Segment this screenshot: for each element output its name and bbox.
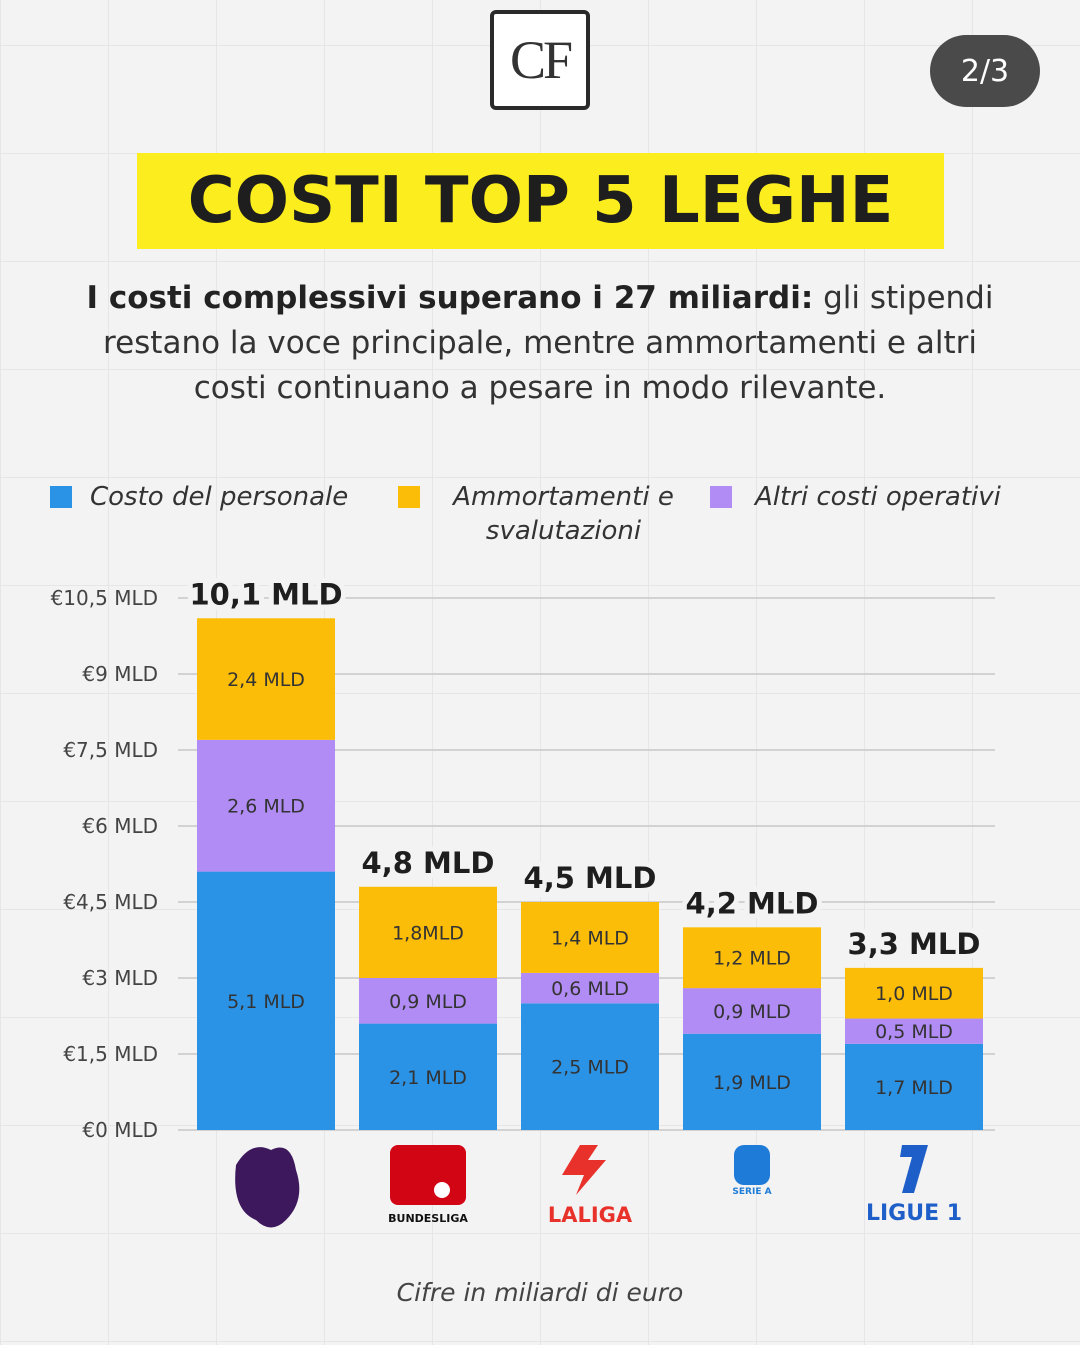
- bar-segment: [683, 927, 821, 989]
- value-label: 1,2 MLD: [713, 948, 791, 970]
- logo-shape: [390, 1145, 466, 1205]
- value-label: 0,9 MLD: [713, 1001, 791, 1023]
- value-label: 2,4 MLD: [227, 669, 305, 691]
- legend-swatch: [398, 486, 420, 508]
- bar-segment: [683, 988, 821, 1034]
- legend-swatch: [710, 486, 732, 508]
- league-logo: LIGUE 1: [866, 1145, 962, 1226]
- bar-segment: [359, 978, 497, 1024]
- bar-segment: [197, 739, 335, 872]
- total-label: 3,3 MLD: [848, 927, 981, 961]
- value-label: 1,9 MLD: [713, 1072, 791, 1094]
- value-label: 2,6 MLD: [227, 796, 305, 818]
- value-label: 2,1 MLD: [389, 1067, 467, 1089]
- bar-segment: [197, 618, 335, 740]
- league-logo: [235, 1147, 300, 1228]
- subtitle: I costi complessivi superano i 27 miliar…: [70, 276, 1010, 411]
- legend-item: Costo del personale: [50, 480, 420, 514]
- subtitle-bold: I costi complessivi superano i 27 miliar…: [86, 280, 814, 316]
- x-tick-label: LIGUE 1: [866, 1201, 962, 1226]
- value-label: 1,0 MLD: [875, 983, 953, 1005]
- x-tick-label: SERIE A: [732, 1187, 771, 1197]
- y-tick-label: €0 MLD: [82, 1118, 158, 1142]
- y-tick-label: €4,5 MLD: [63, 890, 158, 914]
- bar-segment: [845, 1043, 983, 1130]
- value-label: 0,9 MLD: [389, 991, 467, 1013]
- value-label: 1,4 MLD: [551, 927, 629, 949]
- league-logo: BUNDESLIGA: [388, 1145, 468, 1225]
- y-tick-label: €9 MLD: [82, 662, 158, 686]
- legend-label: Ammortamenti e svalutazioni: [453, 482, 674, 546]
- bar-segment: [521, 1003, 659, 1130]
- x-tick-label: BUNDESLIGA: [388, 1212, 468, 1225]
- value-label: 1,8MLD: [392, 922, 464, 944]
- bar-segment: [521, 972, 659, 1004]
- logo-shape: [434, 1182, 450, 1198]
- logo: CF: [490, 10, 590, 110]
- legend-label: Costo del personale: [90, 482, 349, 512]
- x-tick-label: LALIGA: [548, 1203, 633, 1227]
- subtitle-text: gli stipendi restano la voce principale,…: [103, 280, 994, 406]
- league-logo: SERIE A: [732, 1145, 772, 1197]
- legend-label: Altri costi operativi: [755, 482, 1001, 512]
- legend-swatch: [50, 486, 72, 508]
- total-label: 4,2 MLD: [686, 886, 819, 920]
- y-tick-label: €10,5 MLD: [51, 586, 158, 610]
- title: COSTI TOP 5 LEGHE: [137, 153, 944, 249]
- value-label: 0,6 MLD: [551, 978, 629, 1000]
- logo-shape: [562, 1145, 606, 1195]
- bar-segment: [521, 902, 659, 973]
- value-label: 2,5 MLD: [551, 1057, 629, 1079]
- page-indicator: 2/3: [930, 35, 1040, 107]
- total-label: 4,5 MLD: [524, 861, 657, 895]
- bar-segment: [683, 1033, 821, 1130]
- y-tick-label: €7,5 MLD: [63, 738, 158, 762]
- legend-item: Ammortamenti e svalutazioni: [398, 480, 691, 548]
- bar-segment: [845, 967, 983, 1019]
- y-tick-label: €3 MLD: [82, 966, 158, 990]
- value-label: 0,5 MLD: [875, 1021, 953, 1043]
- bar-segment: [197, 871, 335, 1130]
- logo-shape: [235, 1147, 300, 1228]
- total-label: 4,8 MLD: [362, 846, 495, 880]
- logo-shape: [734, 1145, 770, 1185]
- note: Cifre in miliardi di euro: [396, 1278, 684, 1307]
- y-tick-label: €1,5 MLD: [63, 1042, 158, 1066]
- legend-item: Altri costi operativi: [710, 480, 1075, 514]
- logo-shape: [900, 1145, 928, 1193]
- value-label: 5,1 MLD: [227, 991, 305, 1013]
- league-logo: LALIGA: [548, 1145, 633, 1227]
- bar-segment: [359, 1023, 497, 1130]
- value-label: 1,7 MLD: [875, 1077, 953, 1099]
- total-label: 10,1 MLD: [189, 577, 342, 611]
- bar-segment: [845, 1018, 983, 1044]
- y-tick-label: €6 MLD: [82, 814, 158, 838]
- bar-segment: [359, 886, 497, 978]
